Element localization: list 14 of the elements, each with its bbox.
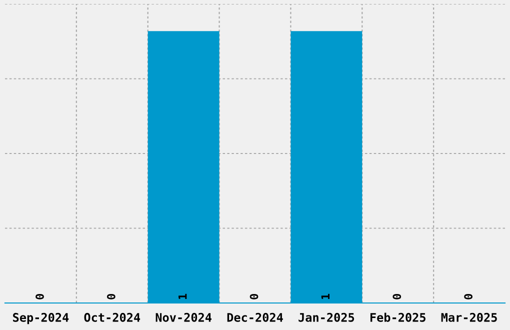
x-tick-label: Jan-2025 bbox=[298, 312, 354, 322]
data-label: 1 bbox=[178, 294, 187, 299]
x-tick-label: Mar-2025 bbox=[441, 312, 497, 322]
data-label: 0 bbox=[250, 294, 258, 300]
x-tick-label: Oct-2024 bbox=[84, 312, 140, 322]
data-label: 1 bbox=[321, 294, 330, 299]
data-label: 0 bbox=[106, 294, 116, 300]
data-label: 0 bbox=[36, 294, 44, 300]
data-label: 0 bbox=[464, 294, 473, 300]
x-tick-label: Nov-2024 bbox=[156, 312, 212, 322]
x-tick-label: Sep-2024 bbox=[13, 312, 69, 324]
x-tick-label: Dec-2024 bbox=[227, 312, 283, 322]
x-tick-label: Feb-2025 bbox=[370, 312, 426, 322]
data-label: 0 bbox=[392, 294, 402, 300]
